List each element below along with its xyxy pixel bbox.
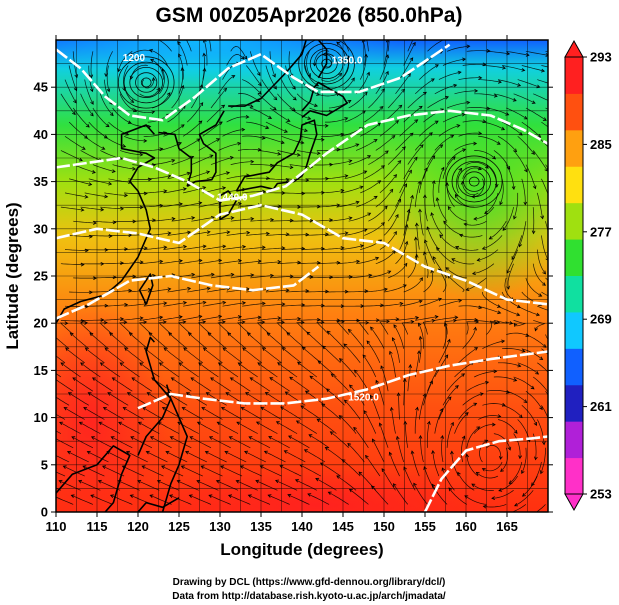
y-tick-label: 40 <box>34 127 48 142</box>
y-tick-label: 35 <box>34 174 48 189</box>
x-tick-label: 165 <box>496 519 518 534</box>
colorbar-swatch <box>565 457 583 495</box>
contour-label: 1200 <box>123 53 146 64</box>
y-tick-label: 15 <box>34 363 48 378</box>
colorbar-tick-label: 277 <box>590 224 612 239</box>
y-tick-label: 0 <box>41 505 48 520</box>
x-tick-label: 125 <box>168 519 190 534</box>
y-tick-label: 30 <box>34 221 48 236</box>
y-axis-label: Latitude (degrees) <box>3 202 22 349</box>
y-axis-ticks: 0 5 10 15 20 25 30 35 40 45 <box>34 80 553 520</box>
colorbar-swatch <box>565 57 583 94</box>
x-tick-label: 110 <box>46 519 67 534</box>
x-tick-label: 155 <box>414 519 436 534</box>
contour-labels: 1200 1350.0 1440.0 1520.0 <box>123 53 379 404</box>
colorbar-swatch <box>565 421 583 459</box>
y-tick-label: 45 <box>34 80 48 95</box>
colorbar-swatch <box>565 384 583 422</box>
x-tick-label: 130 <box>209 519 231 534</box>
colorbar-tick-label: 285 <box>590 137 612 152</box>
x-tick-label: 160 <box>455 519 477 534</box>
colorbar-swatch <box>565 239 583 276</box>
x-tick-label: 135 <box>250 519 272 534</box>
colorbar-tick-label: 261 <box>590 399 612 414</box>
x-tick-label: 140 <box>291 519 313 534</box>
colorbar-tick-label: 253 <box>590 487 612 502</box>
streamlines <box>56 40 548 512</box>
green-region-east <box>380 80 548 300</box>
credit-drawing: Drawing by DCL (https://www.gfd-dennou.o… <box>173 577 446 588</box>
colorbar-swatch <box>565 275 583 313</box>
contour-label: 1350.0 <box>332 56 363 67</box>
y-tick-label: 25 <box>34 269 48 284</box>
colorbar-swatch <box>565 129 583 167</box>
credit-data: Data from http://database.rish.kyoto-u.a… <box>172 591 446 602</box>
x-axis-label: Longitude (degrees) <box>220 540 383 559</box>
height-contours <box>56 43 548 512</box>
colorbar-tick-label: 269 <box>590 312 612 327</box>
colorbar-min-arrow <box>564 493 584 512</box>
y-tick-label: 5 <box>41 457 48 472</box>
colorbar-max-arrow <box>564 39 584 58</box>
colorbar-swatch <box>565 348 583 386</box>
colorbar-swatch <box>565 311 583 349</box>
x-tick-label: 115 <box>87 519 108 534</box>
x-tick-label: 150 <box>373 519 395 534</box>
colorbar-swatch <box>565 93 583 131</box>
contour-label: 1440.0 <box>217 192 248 203</box>
y-tick-label: 20 <box>34 316 48 331</box>
x-axis-ticks: 110 115 120 125 130 135 140 145 150 155 160 165 <box>46 35 518 534</box>
colorbar-swatch <box>565 166 583 204</box>
colorbar: 253 261 269 277 285 293 <box>564 39 612 512</box>
y-tick-label: 10 <box>34 410 48 425</box>
plot-area: 1200 1350.0 1440.0 1520.0 <box>56 40 548 512</box>
x-tick-label: 145 <box>332 519 354 534</box>
contour-label: 1520.0 <box>348 393 379 404</box>
colorbar-tick-label: 293 <box>590 50 612 65</box>
x-tick-label: 120 <box>127 519 149 534</box>
figure-title: GSM 00Z05Apr2026 (850.0hPa) <box>156 4 463 27</box>
colorbar-swatch <box>565 202 583 240</box>
